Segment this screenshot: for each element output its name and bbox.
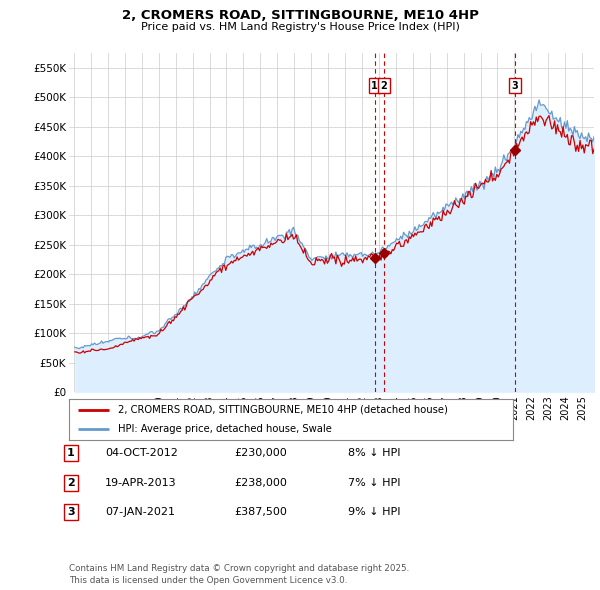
Text: 1: 1 [371,81,378,90]
Text: £387,500: £387,500 [234,507,287,517]
Text: 3: 3 [512,81,518,90]
Text: 1: 1 [67,448,74,458]
Text: 2, CROMERS ROAD, SITTINGBOURNE, ME10 4HP: 2, CROMERS ROAD, SITTINGBOURNE, ME10 4HP [122,9,478,22]
Text: Contains HM Land Registry data © Crown copyright and database right 2025.
This d: Contains HM Land Registry data © Crown c… [69,565,409,585]
Text: £230,000: £230,000 [234,448,287,458]
Text: 2: 2 [380,81,387,90]
Text: 19-APR-2013: 19-APR-2013 [105,478,176,487]
Text: 04-OCT-2012: 04-OCT-2012 [105,448,178,458]
Text: £238,000: £238,000 [234,478,287,487]
Text: 2, CROMERS ROAD, SITTINGBOURNE, ME10 4HP (detached house): 2, CROMERS ROAD, SITTINGBOURNE, ME10 4HP… [118,405,448,415]
Text: 2: 2 [67,478,74,487]
Text: 9% ↓ HPI: 9% ↓ HPI [348,507,401,517]
Text: 07-JAN-2021: 07-JAN-2021 [105,507,175,517]
Text: Price paid vs. HM Land Registry's House Price Index (HPI): Price paid vs. HM Land Registry's House … [140,22,460,32]
Text: 8% ↓ HPI: 8% ↓ HPI [348,448,401,458]
Text: HPI: Average price, detached house, Swale: HPI: Average price, detached house, Swal… [118,424,332,434]
Text: 7% ↓ HPI: 7% ↓ HPI [348,478,401,487]
Text: 3: 3 [67,507,74,517]
